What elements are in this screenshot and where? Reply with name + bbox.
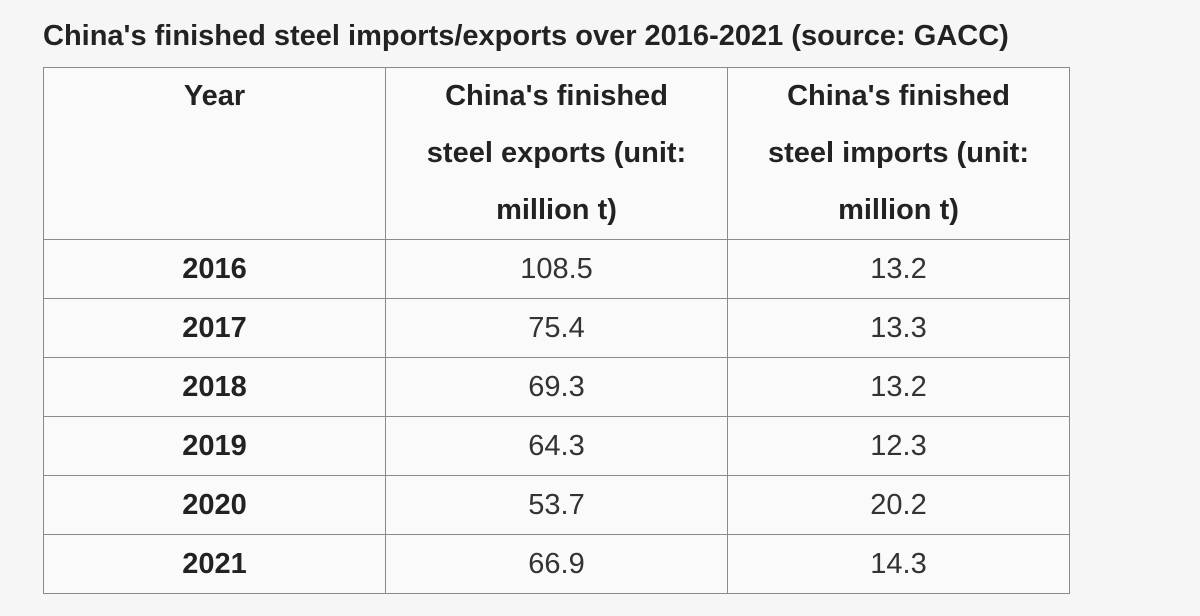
header-text: China's finished steel imports (unit: mi… [767, 80, 1029, 226]
value-cell: 20.2 [727, 475, 1070, 535]
year-cell: 2016 [43, 239, 386, 299]
table-title: China's finished steel imports/exports o… [43, 20, 1009, 52]
year-cell: 2019 [43, 416, 386, 476]
value-cell: 12.3 [727, 416, 1070, 476]
header-row: Year China's finished steel exports (uni… [43, 67, 1070, 240]
header-cell: Year [43, 67, 386, 240]
header-text: China's finished steel exports (unit: mi… [426, 80, 687, 226]
table-row: 2020 53.7 20.2 [43, 475, 1070, 535]
table-row: 2017 75.4 13.3 [43, 298, 1070, 358]
header-cell: China's finished steel imports (unit: mi… [727, 67, 1070, 240]
value-cell: 75.4 [385, 298, 728, 358]
year-cell: 2018 [43, 357, 386, 417]
value-cell: 13.2 [727, 357, 1070, 417]
value-cell: 13.2 [727, 239, 1070, 299]
table-row: 2021 66.9 14.3 [43, 534, 1070, 594]
year-cell: 2021 [43, 534, 386, 594]
table-row: 2018 69.3 13.2 [43, 357, 1070, 417]
header-text: Year [183, 80, 246, 112]
value-cell: 69.3 [385, 357, 728, 417]
value-cell: 66.9 [385, 534, 728, 594]
value-cell: 14.3 [727, 534, 1070, 594]
header-cell: China's finished steel exports (unit: mi… [385, 67, 728, 240]
value-cell: 13.3 [727, 298, 1070, 358]
table-row: 2016 108.5 13.2 [43, 239, 1070, 299]
value-cell: 53.7 [385, 475, 728, 535]
data-table: Year China's finished steel exports (uni… [43, 67, 1070, 594]
year-cell: 2020 [43, 475, 386, 535]
table-row: 2019 64.3 12.3 [43, 416, 1070, 476]
value-cell: 108.5 [385, 239, 728, 299]
table-body: 2016 108.5 13.2 2017 75.4 13.3 2018 69.3 13.2 201… [43, 239, 1070, 594]
value-cell: 64.3 [385, 416, 728, 476]
year-cell: 2017 [43, 298, 386, 358]
